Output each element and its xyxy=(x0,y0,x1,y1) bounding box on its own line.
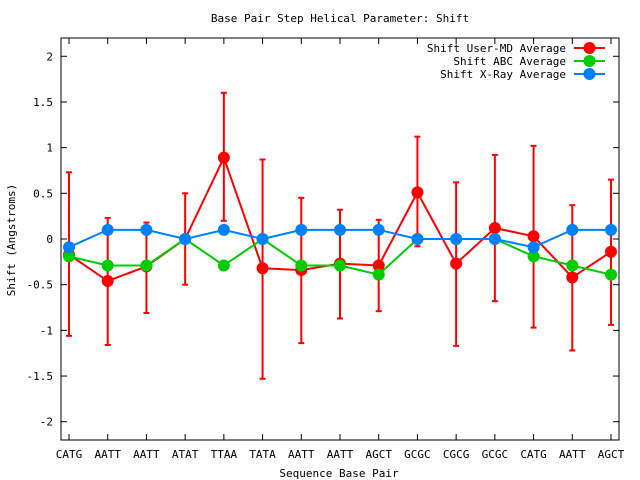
y-axis-label: Shift (Angstroms) xyxy=(5,184,18,297)
series-3-point xyxy=(527,241,540,254)
series-3-point xyxy=(179,233,192,245)
series-3-point xyxy=(101,223,114,236)
series-3-point xyxy=(411,233,424,245)
series-2-point xyxy=(101,259,114,272)
legend-label-2: Shift ABC Average xyxy=(453,55,566,68)
x-tick-label: ATAT xyxy=(172,448,199,461)
legend-label-3: Shift X-Ray Average xyxy=(440,68,566,81)
series-1-point xyxy=(450,257,463,270)
series-2-point xyxy=(334,259,346,272)
x-tick-label: TTAA xyxy=(211,448,238,461)
x-tick-label: GCGC xyxy=(404,448,431,461)
series-1-point xyxy=(605,245,617,258)
series-3-point xyxy=(140,223,153,236)
legend-label-1: Shift User-MD Average xyxy=(427,42,566,55)
series-1-point xyxy=(101,275,114,288)
series-3-point xyxy=(372,223,385,236)
series-2-point xyxy=(372,268,385,281)
x-tick-label: TATA xyxy=(249,448,276,461)
y-tick-label: 0.5 xyxy=(33,187,53,200)
y-tick-label: 2 xyxy=(46,50,53,63)
series-1-point xyxy=(256,262,269,275)
y-tick-label: -2 xyxy=(40,416,53,429)
y-tick-label: -1.5 xyxy=(27,370,54,383)
x-tick-label: AGCT xyxy=(598,448,625,461)
series-3-point xyxy=(488,233,501,245)
series-3-point xyxy=(217,223,230,236)
y-tick-label: 0 xyxy=(46,233,53,246)
x-tick-label: AATT xyxy=(327,448,354,461)
y-tick-label: -1 xyxy=(40,324,53,337)
series-1-point xyxy=(488,222,501,235)
x-tick-label: AATT xyxy=(133,448,160,461)
series-3-point xyxy=(295,223,308,236)
x-tick-label: AATT xyxy=(94,448,121,461)
x-axis-label: Sequence Base Pair xyxy=(279,467,399,480)
series-3-point xyxy=(605,223,617,236)
x-tick-label: CATG xyxy=(56,448,83,461)
plot-area: -2 -1.5 -1 -0.5 0 0.5 1 1.5 2 CATG AATT AATT ATAT TTA… xyxy=(27,37,625,461)
y-tick-label: 1 xyxy=(46,142,53,155)
series-3-point xyxy=(256,233,269,245)
legend-marker-2 xyxy=(583,55,596,67)
x-tick-label: AATT xyxy=(288,448,315,461)
series-2-point xyxy=(566,259,579,272)
series-1-point xyxy=(217,151,230,164)
series-3-point xyxy=(566,223,579,236)
series-3-point xyxy=(334,223,346,236)
y-tick-label: 1.5 xyxy=(33,96,53,109)
x-tick-label: GCGC xyxy=(482,448,509,461)
series-2-point xyxy=(295,259,308,272)
y-tick-label: -0.5 xyxy=(27,279,54,292)
series-2-point xyxy=(217,259,230,272)
x-tick-label: CATG xyxy=(520,448,547,461)
x-tick-label: AGCT xyxy=(365,448,392,461)
legend-marker-1 xyxy=(583,42,596,54)
series-2-point xyxy=(140,259,153,272)
x-tick-label: CGCG xyxy=(443,448,470,461)
series-2-point xyxy=(605,268,617,281)
legend-marker-3 xyxy=(583,68,596,80)
series-1-point xyxy=(566,271,579,284)
x-tick-label: AATT xyxy=(559,448,586,461)
series-1-point xyxy=(411,186,424,199)
series-3-point xyxy=(450,233,463,245)
series-1-point xyxy=(527,230,540,243)
series-3-point xyxy=(63,241,75,254)
chart-title: Base Pair Step Helical Parameter: Shift xyxy=(211,12,469,25)
